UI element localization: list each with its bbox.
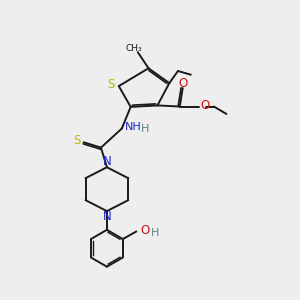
Text: NH: NH	[125, 122, 141, 131]
Text: O: O	[200, 99, 210, 112]
Text: H: H	[151, 228, 160, 238]
Text: N: N	[103, 210, 112, 223]
Text: O: O	[140, 224, 149, 237]
Text: N: N	[103, 155, 112, 168]
Text: CH₃: CH₃	[125, 44, 142, 53]
Text: H: H	[141, 124, 149, 134]
Text: O: O	[179, 77, 188, 90]
Text: S: S	[107, 78, 114, 91]
Text: S: S	[74, 134, 81, 147]
